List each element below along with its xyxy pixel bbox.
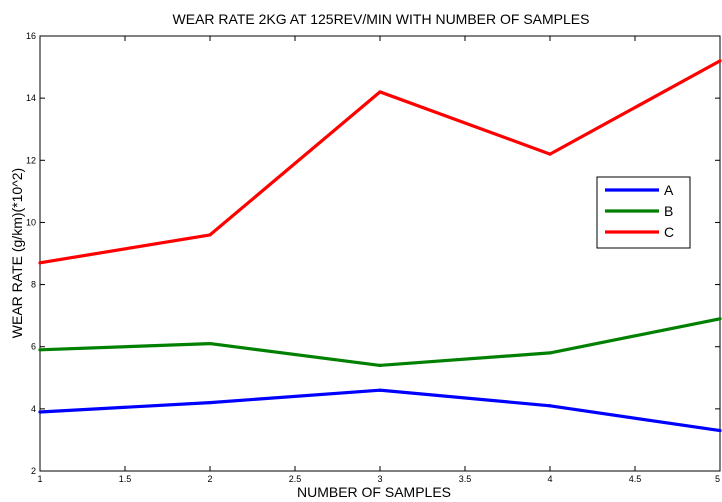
data-point-b	[208, 342, 212, 346]
y-tick-label: 14	[26, 93, 36, 103]
y-axis-title: WEAR RATE (g/km)(*10^2)	[9, 168, 25, 338]
data-point-c	[378, 90, 382, 94]
y-tick-label: 10	[26, 217, 36, 227]
y-tick-label: 2	[31, 466, 36, 476]
y-tick-label: 16	[26, 31, 36, 41]
y-tick-label: 6	[31, 342, 36, 352]
x-axis-title: NUMBER OF SAMPLES	[297, 484, 451, 500]
x-tick-label: 2	[207, 474, 212, 484]
chart-title: WEAR RATE 2KG AT 125REV/MIN WITH NUMBER …	[173, 11, 590, 27]
legend-label-a: A	[664, 182, 674, 198]
x-tick-label: 5	[715, 474, 720, 484]
data-point-b	[38, 348, 42, 352]
data-point-c	[718, 59, 722, 63]
data-point-a	[208, 401, 212, 405]
x-tick-label: 1	[37, 474, 42, 484]
x-tick-label: 4.5	[629, 474, 642, 484]
legend: ABC	[596, 176, 691, 249]
x-tick-label: 1.5	[119, 474, 132, 484]
data-point-c	[38, 261, 42, 265]
x-axis: 1 1.5 2 2.5 3 3.5 4 4.5 5	[37, 36, 721, 484]
series-lines	[38, 59, 722, 433]
x-tick-label: 4	[547, 474, 552, 484]
data-point-a	[548, 404, 552, 408]
y-tick-label: 4	[31, 404, 36, 414]
data-point-b	[378, 363, 382, 367]
y-axis: 2 4 6 8 10 12 14 16	[26, 31, 720, 476]
data-point-b	[718, 317, 722, 321]
legend-label-b: B	[664, 203, 673, 219]
data-point-a	[718, 429, 722, 433]
data-point-b	[548, 351, 552, 355]
x-tick-label: 3.5	[459, 474, 472, 484]
data-point-c	[548, 152, 552, 156]
y-tick-label: 8	[31, 280, 36, 290]
x-tick-label: 2.5	[289, 474, 302, 484]
data-point-c	[208, 233, 212, 237]
plot-area	[39, 35, 721, 472]
data-point-a	[38, 410, 42, 414]
legend-label-c: C	[664, 224, 674, 240]
x-tick-label: 3	[377, 474, 382, 484]
data-point-a	[378, 388, 382, 392]
y-tick-label: 12	[26, 155, 36, 165]
